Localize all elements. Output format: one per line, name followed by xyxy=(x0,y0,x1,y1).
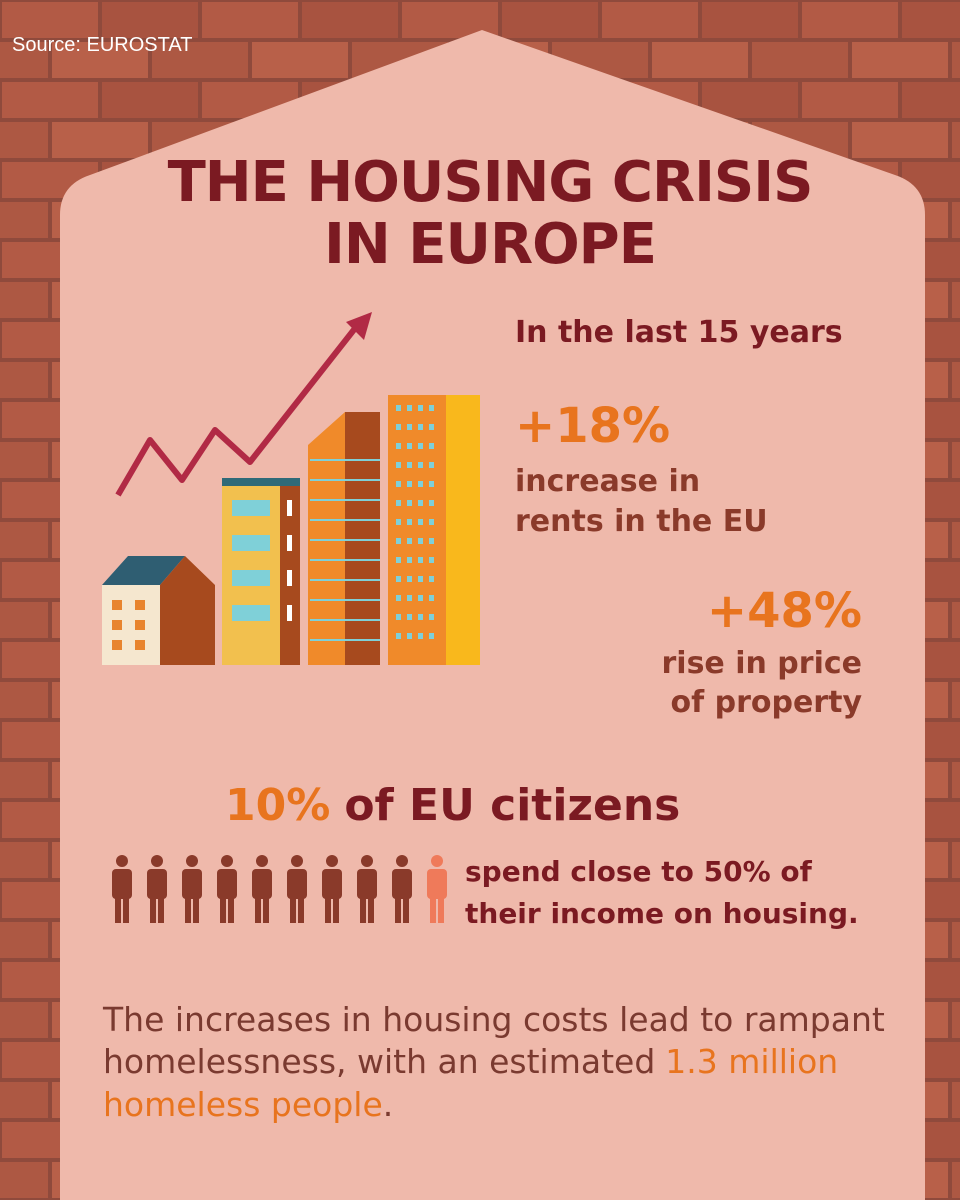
footer-line: homelessness, with an estimated 1.3 milli… xyxy=(103,1042,838,1081)
window xyxy=(429,462,434,468)
citizens-heading: 10% of EU citizens xyxy=(225,780,680,831)
highlight: 10% xyxy=(225,780,331,831)
window xyxy=(429,424,434,430)
window xyxy=(429,481,434,487)
window xyxy=(418,405,423,411)
stat-text: of property xyxy=(670,685,863,720)
title-line: THE HOUSING CRISIS xyxy=(167,150,814,215)
window xyxy=(407,576,412,582)
citizens-text: their income on housing. xyxy=(465,897,859,930)
window xyxy=(396,576,401,582)
window xyxy=(396,500,401,506)
window xyxy=(396,557,401,563)
stat-text: increase in xyxy=(515,464,701,499)
window xyxy=(396,614,401,620)
footer-text: homelessness, with an estimated xyxy=(103,1042,656,1081)
window xyxy=(418,538,423,544)
window xyxy=(396,538,401,544)
period: In the last 15 years xyxy=(515,315,843,350)
window xyxy=(418,557,423,563)
window xyxy=(407,462,412,468)
window xyxy=(418,443,423,449)
window xyxy=(429,538,434,544)
window xyxy=(407,424,412,430)
window xyxy=(429,595,434,601)
stat-value: +48% xyxy=(706,583,862,639)
window xyxy=(418,462,423,468)
window xyxy=(429,500,434,506)
footer-text: . xyxy=(382,1085,394,1124)
citizens-text: spend close to 50% of xyxy=(465,855,812,888)
window xyxy=(396,481,401,487)
window xyxy=(418,519,423,525)
window xyxy=(429,633,434,639)
window xyxy=(407,633,412,639)
window xyxy=(407,481,412,487)
window xyxy=(407,538,412,544)
window xyxy=(429,576,434,582)
window xyxy=(418,500,423,506)
heading-text: of EU citizens xyxy=(344,780,681,831)
window xyxy=(396,424,401,430)
window xyxy=(407,443,412,449)
footer-line: homeless people. xyxy=(103,1085,393,1124)
stat-text: rents in the EU xyxy=(515,504,768,539)
window xyxy=(407,614,412,620)
window xyxy=(396,462,401,468)
window xyxy=(407,405,412,411)
window xyxy=(429,405,434,411)
window xyxy=(429,519,434,525)
window xyxy=(418,576,423,582)
window xyxy=(396,595,401,601)
stat-value: +18% xyxy=(515,398,671,454)
highlight: 1.3 million xyxy=(665,1042,839,1081)
window xyxy=(429,557,434,563)
window xyxy=(396,405,401,411)
window xyxy=(407,557,412,563)
window xyxy=(429,443,434,449)
window xyxy=(418,633,423,639)
window xyxy=(396,519,401,525)
window xyxy=(407,500,412,506)
window xyxy=(429,614,434,620)
window xyxy=(396,443,401,449)
stat-text: rise in price xyxy=(661,646,863,681)
window xyxy=(418,614,423,620)
highlight: homeless people xyxy=(103,1085,383,1124)
window xyxy=(418,424,423,430)
source: Source: EUROSTAT xyxy=(12,34,193,56)
window xyxy=(418,481,423,487)
window xyxy=(407,595,412,601)
title-line: IN EUROPE xyxy=(324,212,657,277)
window xyxy=(396,633,401,639)
footer-text: The increases in housing costs lead to r… xyxy=(103,1000,885,1039)
window xyxy=(407,519,412,525)
window xyxy=(418,595,423,601)
